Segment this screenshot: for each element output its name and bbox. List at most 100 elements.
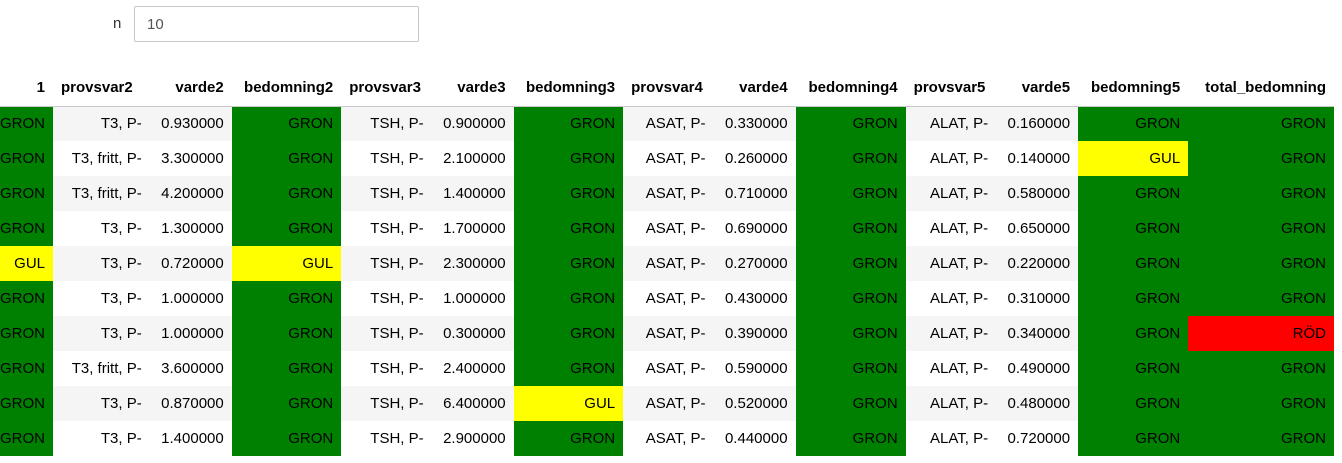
column-header-varde2[interactable]: varde2 [149, 70, 232, 107]
column-header-bedomning5[interactable]: bedomning5 [1078, 70, 1189, 107]
cell-bedomning2: GRON [231, 351, 342, 386]
cell-provsvar3: TSH, P- [341, 141, 432, 176]
cell-varde2: 1.000000 [149, 316, 232, 351]
cell-varde2: 0.720000 [149, 246, 232, 281]
cell-bedomning5: GRON [1078, 176, 1189, 211]
column-header-bedomning1[interactable]: 1 [0, 70, 53, 107]
results-table-viewport[interactable]: 1 provsvar2 varde2 bedomning2 provsvar3 varde… [0, 70, 1342, 463]
cell-total-bedomning: GRON [1188, 421, 1334, 456]
column-header-bedomning2[interactable]: bedomning2 [231, 70, 342, 107]
table-row: GRON T3, P- 1.000000 GRON TSH, P- 1.000000 GRO… [0, 281, 1334, 316]
cell-provsvar4: ASAT, P- [623, 281, 714, 316]
cell-varde3: 0.900000 [431, 106, 514, 141]
cell-bedomning3: GRON [513, 246, 624, 281]
cell-varde5: 0.650000 [996, 211, 1079, 246]
cell-bedomning3: GRON [513, 106, 624, 141]
cell-bedomning3: GRON [513, 141, 624, 176]
cell-bedomning5: GRON [1078, 316, 1189, 351]
cell-varde3: 1.000000 [431, 281, 514, 316]
results-table: 1 provsvar2 varde2 bedomning2 provsvar3 varde… [0, 70, 1334, 456]
cell-provsvar3: TSH, P- [341, 281, 432, 316]
cell-bedomning4: GRON [795, 176, 906, 211]
cell-varde3: 6.400000 [431, 386, 514, 421]
table-row: GRON T3, fritt, P- 3.300000 GRON TSH, P- 2.10… [0, 141, 1334, 176]
cell-varde2: 1.300000 [149, 211, 232, 246]
cell-provsvar4: ASAT, P- [623, 141, 714, 176]
cell-provsvar5: ALAT, P- [905, 386, 997, 421]
cell-bedomning4: GRON [795, 351, 906, 386]
table-row: GRON T3, P- 0.930000 GRON TSH, P- 0.900000 GRO… [0, 106, 1334, 141]
cell-bedomning2: GRON [231, 316, 342, 351]
cell-provsvar5: ALAT, P- [905, 176, 997, 211]
column-header-total-bedomning[interactable]: total_bedomning [1188, 70, 1334, 107]
cell-provsvar3: TSH, P- [341, 106, 432, 141]
cell-provsvar5: ALAT, P- [905, 421, 997, 456]
cell-total-bedomning: GRON [1188, 386, 1334, 421]
cell-varde5: 0.580000 [996, 176, 1079, 211]
cell-provsvar5: ALAT, P- [905, 246, 997, 281]
column-header-provsvar4[interactable]: provsvar4 [623, 70, 714, 107]
cell-provsvar4: ASAT, P- [623, 421, 714, 456]
table-row: GRON T3, P- 1.000000 GRON TSH, P- 0.300000 GRO… [0, 316, 1334, 351]
cell-provsvar2: T3, P- [53, 106, 150, 141]
cell-varde4: 0.440000 [713, 421, 796, 456]
cell-bedomning1: GRON [0, 141, 53, 176]
cell-provsvar2: T3, P- [53, 281, 150, 316]
column-header-varde4[interactable]: varde4 [713, 70, 796, 107]
cell-provsvar4: ASAT, P- [623, 106, 714, 141]
cell-bedomning4: GRON [795, 386, 906, 421]
cell-bedomning2: GRON [231, 281, 342, 316]
cell-total-bedomning: RÖD [1188, 316, 1334, 351]
n-input[interactable] [134, 6, 419, 42]
cell-varde5: 0.480000 [996, 386, 1079, 421]
table-row: GRON T3, P- 0.870000 GRON TSH, P- 6.400000 GUL… [0, 386, 1334, 421]
cell-bedomning5: GUL [1078, 141, 1189, 176]
cell-bedomning3: GRON [513, 211, 624, 246]
column-header-varde5[interactable]: varde5 [996, 70, 1079, 107]
cell-bedomning4: GRON [795, 316, 906, 351]
cell-provsvar3: TSH, P- [341, 351, 432, 386]
cell-varde5: 0.140000 [996, 141, 1079, 176]
cell-bedomning1: GRON [0, 316, 53, 351]
column-header-provsvar2[interactable]: provsvar2 [53, 70, 150, 107]
table-row: GUL T3, P- 0.720000 GUL TSH, P- 2.300000 GRON A… [0, 246, 1334, 281]
cell-provsvar5: ALAT, P- [905, 211, 997, 246]
cell-varde4: 0.520000 [713, 386, 796, 421]
cell-varde4: 0.690000 [713, 211, 796, 246]
cell-varde5: 0.310000 [996, 281, 1079, 316]
cell-varde2: 1.000000 [149, 281, 232, 316]
cell-provsvar2: T3, fritt, P- [53, 141, 150, 176]
cell-bedomning1: GRON [0, 421, 53, 456]
cell-bedomning3: GRON [513, 176, 624, 211]
cell-bedomning3: GUL [513, 386, 624, 421]
cell-bedomning5: GRON [1078, 281, 1189, 316]
cell-varde5: 0.340000 [996, 316, 1079, 351]
column-header-bedomning3[interactable]: bedomning3 [513, 70, 624, 107]
cell-varde4: 0.590000 [713, 351, 796, 386]
cell-bedomning1: GUL [0, 246, 53, 281]
cell-provsvar4: ASAT, P- [623, 316, 714, 351]
column-header-provsvar3[interactable]: provsvar3 [341, 70, 432, 107]
cell-provsvar5: ALAT, P- [905, 351, 997, 386]
column-header-varde3[interactable]: varde3 [431, 70, 514, 107]
cell-provsvar4: ASAT, P- [623, 211, 714, 246]
cell-bedomning2: GRON [231, 176, 342, 211]
n-label: n [113, 15, 122, 32]
cell-varde4: 0.710000 [713, 176, 796, 211]
cell-provsvar2: T3, fritt, P- [53, 351, 150, 386]
cell-bedomning4: GRON [795, 421, 906, 456]
cell-bedomning3: GRON [513, 351, 624, 386]
table-row: GRON T3, fritt, P- 4.200000 GRON TSH, P- 1.40… [0, 176, 1334, 211]
cell-total-bedomning: GRON [1188, 141, 1334, 176]
cell-varde3: 2.100000 [431, 141, 514, 176]
n-filter: n [0, 6, 430, 44]
column-header-bedomning4[interactable]: bedomning4 [795, 70, 906, 107]
cell-bedomning4: GRON [795, 211, 906, 246]
cell-provsvar2: T3, P- [53, 316, 150, 351]
cell-total-bedomning: GRON [1188, 246, 1334, 281]
cell-total-bedomning: GRON [1188, 351, 1334, 386]
cell-provsvar3: TSH, P- [341, 316, 432, 351]
cell-varde3: 1.700000 [431, 211, 514, 246]
column-header-provsvar5[interactable]: provsvar5 [905, 70, 997, 107]
